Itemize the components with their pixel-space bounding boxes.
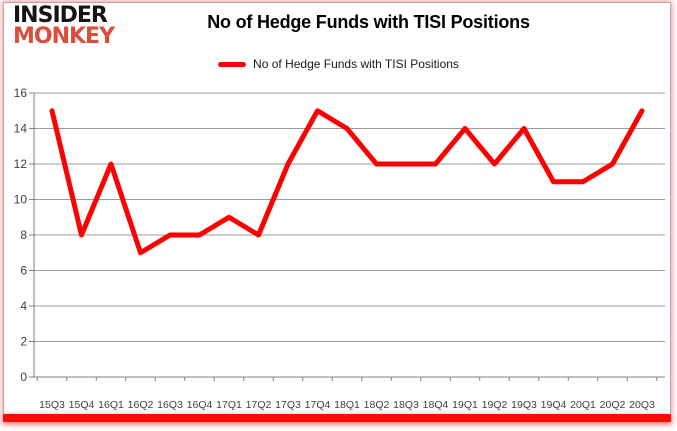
x-axis-label: 20Q3 [629,399,655,411]
x-axis-label: 18Q3 [393,399,419,411]
y-axis-label: 4 [20,299,27,313]
y-axis-label: 10 [14,193,28,207]
y-axis-label: 0 [20,370,27,384]
x-axis-label: 15Q4 [69,399,95,411]
x-axis-label: 19Q2 [482,399,508,411]
bottom-red-bar [3,414,671,422]
x-axis-label: 19Q4 [541,399,567,411]
y-axis-label: 14 [14,122,28,136]
x-axis-label: 19Q3 [511,399,537,411]
x-axis-label: 19Q1 [452,399,478,411]
series-line [49,108,645,256]
x-axis-label: 17Q4 [305,399,331,411]
x-axis-label: 16Q1 [98,399,124,411]
x-axis-label: 18Q4 [423,399,449,411]
y-axis-label: 2 [20,335,27,349]
x-axis-label: 20Q1 [570,399,596,411]
x-axis-label: 16Q3 [157,399,183,411]
legend-line-icon [218,61,247,67]
x-axis-label: 16Q2 [128,399,154,411]
chart-card [3,2,671,415]
x-axis-label: 17Q3 [275,399,301,411]
chart-legend: No of Hedge Funds with TISI Positions [0,57,677,71]
x-axis-label: 18Q1 [334,399,360,411]
y-axis-label: 6 [20,264,27,278]
x-axis-label: 17Q1 [216,399,242,411]
y-axis-label: 16 [14,86,28,100]
insider-monkey-logo: INSIDER MONKEY [13,3,115,49]
x-axis-label: 16Q4 [187,399,213,411]
y-axis-label: 8 [20,228,27,242]
x-axis-label: 18Q2 [364,399,390,411]
logo-insider-text: INSIDER [13,3,108,28]
chart-title: No of Hedge Funds with TISI Positions [207,12,530,32]
x-axis-label: 17Q2 [246,399,272,411]
y-axis-label: 12 [14,157,28,171]
x-axis-label: 15Q3 [39,399,65,411]
x-axis-label: 20Q2 [600,399,626,411]
logo-monkey-text: MONKEY [13,23,115,49]
legend-label: No of Hedge Funds with TISI Positions [253,57,459,71]
